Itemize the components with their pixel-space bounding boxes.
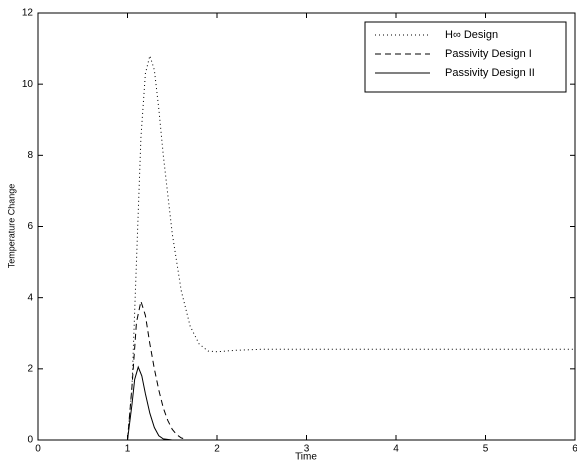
x-tick-label: 1: [125, 444, 131, 455]
x-tick-label: 3: [304, 444, 310, 455]
y-tick-label: 12: [22, 8, 34, 19]
x-axis-label: Time: [295, 452, 317, 461]
y-tick-label: 2: [27, 363, 33, 374]
legend-label: Passivity Design II: [445, 67, 535, 79]
y-tick-label: 6: [27, 221, 33, 232]
x-tick-label: 0: [35, 444, 41, 455]
data-line: [38, 53, 575, 441]
x-tick-label: 5: [483, 444, 489, 455]
x-tick-label: 4: [393, 444, 399, 455]
y-tick-label: 8: [27, 150, 33, 161]
x-tick-label: 2: [214, 444, 220, 455]
legend-box: [364, 21, 567, 93]
data-line: [38, 299, 186, 441]
legend-label: Passivity Design I: [445, 48, 532, 60]
legend-label: H∞ Design: [445, 29, 498, 41]
y-axis-label: Temperature Change: [6, 184, 16, 269]
data-line: [38, 365, 173, 441]
y-tick-label: 10: [22, 79, 34, 90]
x-tick-label: 6: [572, 444, 577, 455]
y-tick-label: 4: [27, 292, 33, 303]
y-tick-label: 0: [27, 435, 33, 446]
